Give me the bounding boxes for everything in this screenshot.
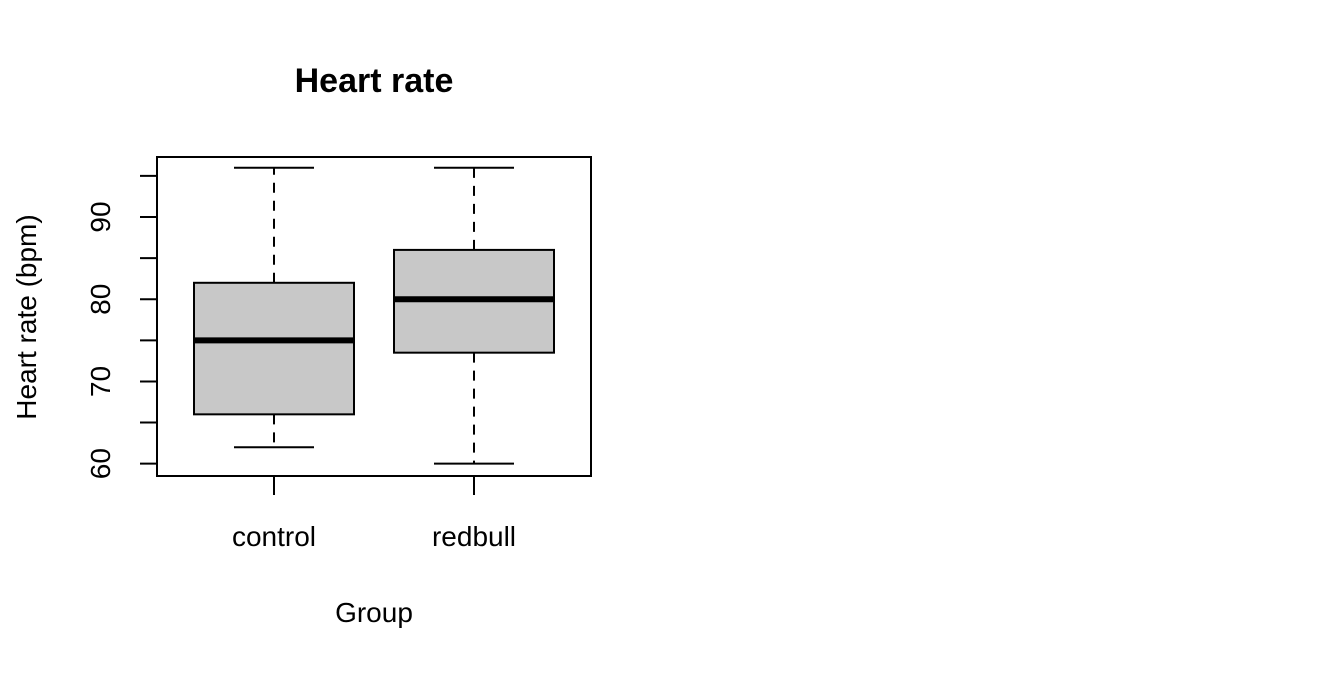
y-tick-label: 60 <box>85 448 116 479</box>
box-control <box>193 281 355 416</box>
x-axis-label: Group <box>335 597 413 628</box>
x-tick-label: redbull <box>432 521 516 552</box>
y-tick-label: 70 <box>85 366 116 397</box>
y-axis-label: Heart rate (bpm) <box>11 214 42 419</box>
chart-marks: 60 70 80 90 control redbull <box>85 166 555 552</box>
x-tick-label: control <box>232 521 316 552</box>
plot-frame <box>156 156 592 477</box>
chart-title: Heart rate <box>295 62 454 100</box>
y-tick-label: 80 <box>85 284 116 315</box>
y-tick-label: 90 <box>85 201 116 232</box>
